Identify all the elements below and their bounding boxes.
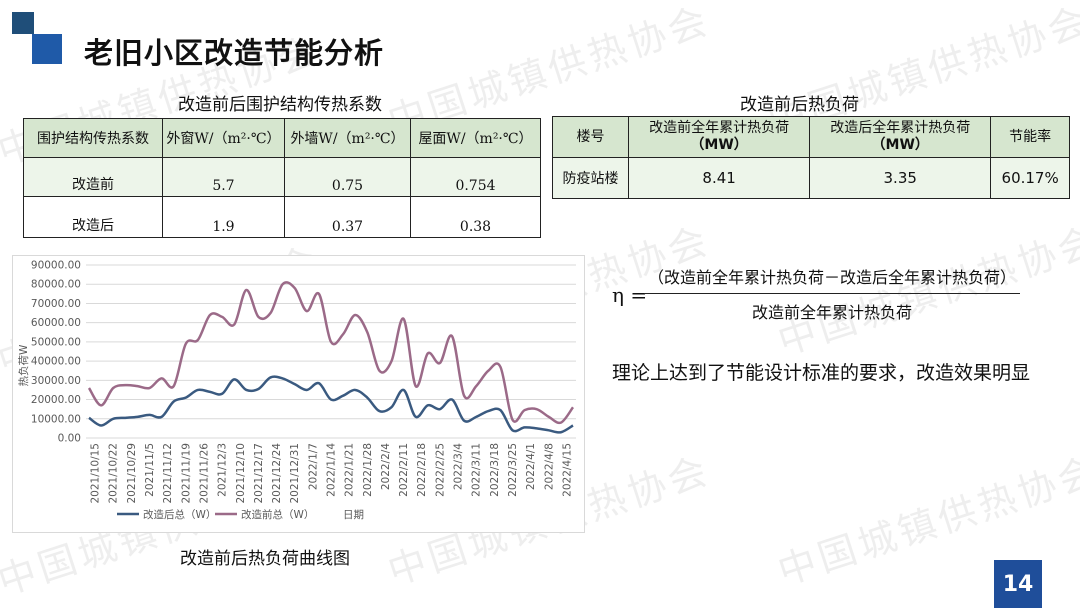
x-tick-label: 2021/10/15 [90, 443, 102, 504]
table-row: 改造后 1.9 0.37 0.38 [23, 196, 541, 238]
x-tick-label: 2022/4/15 [561, 443, 573, 497]
formula-fraction-bar [644, 293, 1020, 294]
x-axis-label: 日期 [343, 509, 364, 521]
transfer-coefficient-table: 围护结构传热系数 外窗W/（m²·℃） 外墙W/（m²·℃） 屋面W/（m²·℃… [23, 118, 541, 238]
decor-square-small [12, 12, 34, 34]
decor-square-large [32, 34, 62, 64]
y-tick-label: 10000.00 [31, 413, 81, 425]
table1-header: 围护结构传热系数 [23, 118, 163, 158]
x-tick-label: 2022/3/18 [489, 443, 501, 497]
table2-cell: 3.35 [809, 157, 992, 199]
heat-load-table: 楼号 改造前全年累计热负荷 （MW） 改造后全年累计热负荷 （MW） 节能率 防… [551, 116, 1070, 199]
table1-header: 外窗W/（m²·℃） [161, 118, 285, 158]
y-tick-label: 30000.00 [31, 375, 81, 387]
y-tick-label: 90000.00 [31, 260, 81, 272]
table1-cell: 0.75 [283, 157, 412, 197]
formula-eta: η = [612, 283, 648, 307]
table1-cell: 1.9 [161, 196, 285, 238]
y-tick-label: 0.00 [58, 433, 81, 445]
table2-cell: 8.41 [628, 157, 811, 199]
x-tick-label: 2022/3/11 [471, 443, 483, 497]
x-tick-label: 2021/10/22 [108, 443, 120, 504]
series-line [88, 375, 574, 434]
conclusion-text: 理论上达到了节能设计标准的要求，改造效果明显 [612, 362, 1031, 384]
x-tick-label: 2022/2/4 [380, 443, 392, 490]
page-number: 14 [994, 560, 1042, 608]
table-row: 防疫站楼 8.41 3.35 60.17% [551, 157, 1070, 199]
x-tick-label: 2022/4/1 [525, 443, 537, 490]
legend-label: 改造后总（W） [143, 508, 216, 521]
chart-svg: 0.00 10000.00 20000.00 30000.00 40000.00 5000… [17, 260, 576, 521]
table1-cell: 0.754 [410, 157, 541, 197]
heat-load-chart: 0.00 10000.00 20000.00 30000.00 40000.00 5000… [12, 255, 585, 533]
legend-label: 改造前总（W） [241, 508, 314, 521]
y-axis-label: 热负荷W [17, 344, 30, 386]
x-tick-label: 2022/3/4 [453, 443, 465, 490]
x-tick-label: 2022/1/14 [326, 443, 338, 497]
formula-numerator: （改造前全年累计热负荷－改造后全年累计热负荷） [647, 268, 1016, 287]
x-tick-label: 2021/12/10 [235, 443, 247, 504]
x-tick-label: 2022/2/25 [434, 443, 446, 497]
x-tick-label: 2021/11/12 [162, 443, 174, 504]
x-tick-label: 2021/12/24 [271, 443, 283, 504]
table1-cell: 0.38 [410, 196, 541, 238]
formula-denominator: 改造前全年累计热负荷 [751, 303, 912, 322]
table1-cell: 改造后 [23, 196, 163, 238]
series-line [87, 281, 575, 425]
table1-cell: 0.37 [283, 196, 412, 238]
table2-header: 节能率 [990, 116, 1070, 158]
table1-cell: 改造前 [23, 157, 163, 197]
y-tick-label: 20000.00 [31, 394, 81, 406]
x-tick-label: 2022/2/11 [398, 443, 410, 497]
table2-caption: 改造前后热负荷 [740, 95, 859, 115]
x-tick-label: 2022/2/18 [416, 443, 428, 497]
x-tick-label: 2021/10/29 [126, 443, 138, 504]
x-tick-label: 2021/11/5 [144, 443, 156, 497]
x-tick-label: 2021/12/3 [217, 443, 229, 497]
y-tick-label: 70000.00 [31, 298, 81, 310]
energy-saving-formula: η = （改造前全年累计热负荷－改造后全年累计热负荷） 改造前全年累计热负荷 [612, 262, 1032, 322]
x-tick-label: 2021/12/31 [289, 443, 301, 504]
x-tick-label: 2022/1/28 [362, 443, 374, 497]
table2-header-unit: （MW） [871, 137, 929, 153]
y-tick-label: 40000.00 [31, 356, 81, 368]
table1-caption: 改造前后围护结构传热系数 [178, 95, 382, 115]
table1-header: 外墙W/（m²·℃） [283, 118, 412, 158]
page-title: 老旧小区改造节能分析 [84, 36, 385, 70]
x-tick-label: 2022/1/21 [344, 443, 356, 497]
y-tick-label: 80000.00 [31, 279, 81, 291]
table2-header: 改造后全年累计热负荷 （MW） [809, 116, 992, 158]
y-tick-label: 50000.00 [31, 336, 81, 348]
chart-caption: 改造前后热负荷曲线图 [180, 549, 350, 569]
y-tick-label: 60000.00 [31, 317, 81, 329]
table2-header-unit: （MW） [690, 137, 748, 153]
table2-cell: 防疫站楼 [551, 157, 630, 199]
table1-header: 屋面W/（m²·℃） [410, 118, 541, 158]
table2-header-label: 改造前全年累计热负荷 [649, 120, 790, 136]
table2-header: 改造前全年累计热负荷 （MW） [628, 116, 811, 158]
table1-cell: 5.7 [161, 157, 285, 197]
table2-header: 楼号 [551, 116, 630, 158]
x-tick-label: 2021/11/26 [198, 443, 210, 504]
x-tick-label: 2022/1/7 [307, 443, 319, 490]
x-tick-label: 2021/12/17 [253, 443, 265, 504]
x-tick-label: 2021/11/19 [180, 443, 192, 504]
table-row: 改造前 5.7 0.75 0.754 [23, 157, 541, 197]
table2-cell: 60.17% [990, 157, 1070, 199]
x-tick-label: 2022/4/8 [543, 443, 555, 490]
table2-header-label: 改造后全年累计热负荷 [830, 120, 971, 136]
x-tick-label: 2022/3/25 [507, 443, 519, 497]
